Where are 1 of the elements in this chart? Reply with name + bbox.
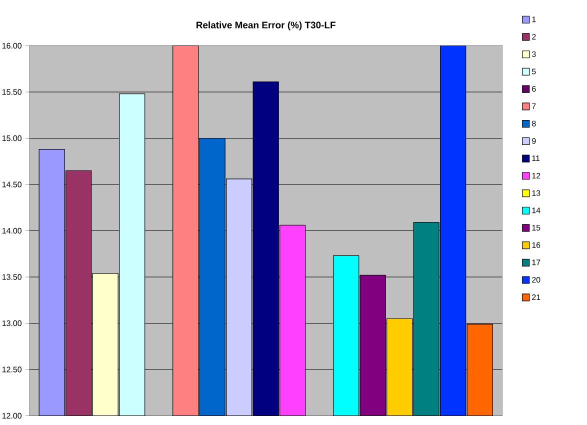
chart-title: Relative Mean Error (%) T30-LF	[196, 21, 336, 30]
